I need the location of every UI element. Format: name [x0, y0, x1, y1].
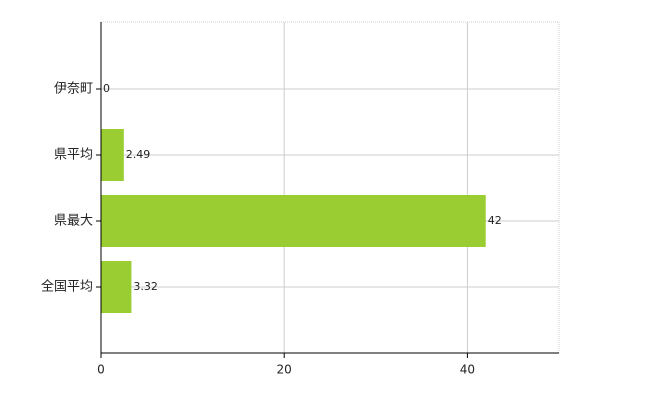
bar	[101, 129, 124, 181]
value-label: 3.32	[133, 280, 158, 293]
x-tick-label: 40	[460, 363, 475, 377]
bar	[101, 261, 132, 313]
y-tick-label: 県平均	[54, 148, 93, 163]
x-tick-label: 0	[97, 363, 105, 377]
y-tick-label: 県最大	[54, 214, 93, 229]
bar	[101, 195, 486, 247]
x-tick-label: 20	[277, 363, 292, 377]
value-label: 0	[103, 82, 110, 95]
y-tick-label: 全国平均	[41, 279, 93, 295]
y-tick-label: 伊奈町	[54, 82, 93, 97]
value-label: 2.49	[126, 148, 151, 161]
value-label: 42	[488, 214, 502, 227]
